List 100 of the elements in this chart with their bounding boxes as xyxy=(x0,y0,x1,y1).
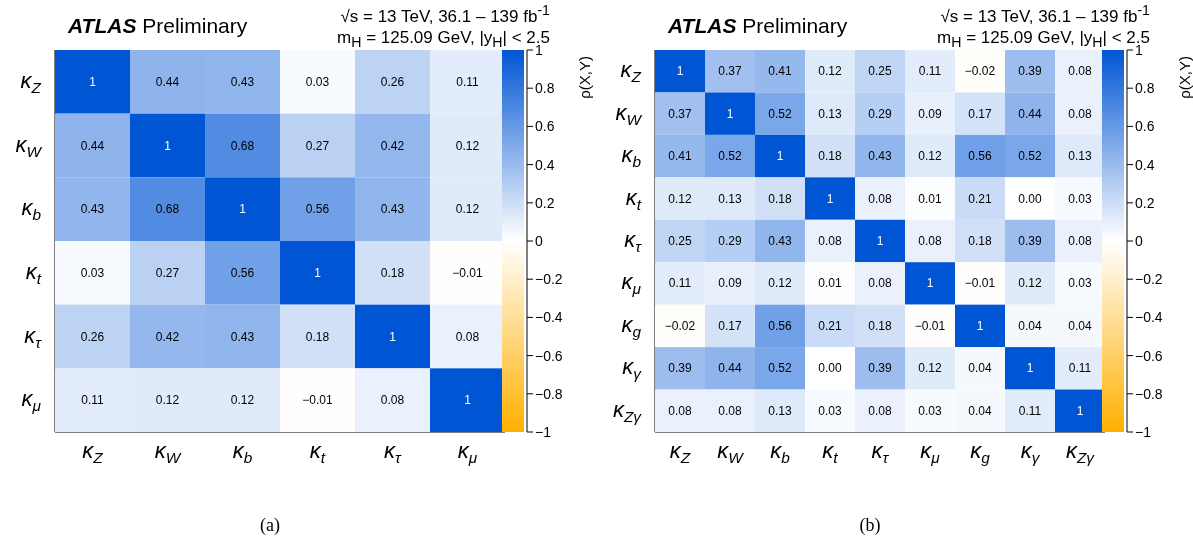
data-label: 0.12 xyxy=(768,276,792,291)
data-label: 0.29 xyxy=(868,106,892,121)
data-label: 0.37 xyxy=(718,64,742,79)
data-label: 0.39 xyxy=(868,361,892,376)
data-label: 0.01 xyxy=(818,276,842,291)
data-label: 0.12 xyxy=(818,64,842,79)
color-bar-label: 0 xyxy=(1135,232,1143,249)
y-tick-label: κ$_{b}$ xyxy=(621,142,642,170)
data-label: 0.56 xyxy=(968,149,992,164)
x-tick-label: κ$_{t}$ xyxy=(309,438,326,466)
color-bar-label: −1 xyxy=(535,423,552,440)
x-tick-label: κ$_{μ}$ xyxy=(457,438,478,466)
data-label: −0.01 xyxy=(302,393,333,408)
color-bar-label: 0.8 xyxy=(535,80,555,97)
color-bar-label: −0.4 xyxy=(535,309,563,326)
data-label: −0.01 xyxy=(914,318,946,333)
data-label: 0.44 xyxy=(80,138,105,153)
data-label: 0.04 xyxy=(968,361,992,376)
data-label: 0.08 xyxy=(455,329,480,344)
y-tick-label: κ$_{W}$ xyxy=(615,99,643,128)
x-tick-label: κ$_{b}$ xyxy=(232,438,253,466)
data-label: 0.18 xyxy=(968,234,992,248)
data-label: 0.08 xyxy=(868,276,892,291)
data-label: −0.01 xyxy=(452,265,483,280)
data-label: 0.44 xyxy=(155,74,180,89)
data-label: 1 xyxy=(89,74,97,89)
data-label: 0.68 xyxy=(230,138,255,153)
data-label: 0.08 xyxy=(868,403,892,418)
data-label: 0.04 xyxy=(1068,318,1092,333)
data-label: 0.41 xyxy=(768,64,792,79)
data-label: 0.12 xyxy=(918,361,942,376)
data-label: 0.11 xyxy=(1018,403,1042,418)
data-label: 0.56 xyxy=(305,202,330,217)
data-label: 0.21 xyxy=(818,318,842,333)
data-label: 1 xyxy=(726,106,734,121)
data-label: 0.13 xyxy=(818,106,842,121)
color-bar-label: −1 xyxy=(1135,423,1152,440)
color-bar-label: −0.2 xyxy=(1135,271,1163,288)
y-tick-label: κ$_{Z}$ xyxy=(620,57,642,85)
data-label: 0.43 xyxy=(230,329,255,344)
data-label: 0.37 xyxy=(668,106,692,121)
data-label: 0.08 xyxy=(868,191,892,206)
data-label: 0.08 xyxy=(1068,234,1092,248)
y-tick-label: κ$_{t}$ xyxy=(25,258,42,287)
y-tick-label: κ$_{μ}$ xyxy=(21,386,42,414)
color-bar-label: 0.6 xyxy=(1135,118,1155,135)
data-label: 0.21 xyxy=(968,191,992,206)
data-label: 0.43 xyxy=(380,202,405,217)
color-bar-label: −0.2 xyxy=(535,271,563,288)
x-tick-label: κ$_{Z}$ xyxy=(82,438,104,466)
data-label: 1 xyxy=(1076,403,1084,418)
y-tick-label: κ$_{Z}$ xyxy=(20,67,42,96)
data-label: 0.13 xyxy=(768,403,792,418)
data-label: 0.17 xyxy=(968,106,992,121)
x-tick-label: κ$_{μ}$ xyxy=(920,438,941,466)
data-label: 0.00 xyxy=(818,361,842,376)
x-tick-label: κ$_{W}$ xyxy=(717,438,745,466)
data-label: 0.44 xyxy=(1018,106,1042,121)
data-label: 0.43 xyxy=(768,234,792,248)
data-label: 0.08 xyxy=(718,403,742,418)
data-label: 1 xyxy=(826,191,834,206)
data-label: 0.26 xyxy=(380,74,405,89)
data-label: 1 xyxy=(464,393,472,408)
y-tick-label: κ$_{t}$ xyxy=(625,184,642,213)
color-bar-label: −0.6 xyxy=(1135,347,1163,364)
data-label: −0.02 xyxy=(964,64,996,79)
color-bar-title: ρ(X,Y) xyxy=(576,56,593,99)
x-tick-label: κ$_{b}$ xyxy=(770,438,791,466)
data-label: 0.12 xyxy=(668,191,692,206)
data-label: 0.42 xyxy=(380,138,405,153)
x-tick-label: κ$_{τ}$ xyxy=(384,438,403,466)
data-label: 0.04 xyxy=(1018,318,1042,333)
data-label: 1 xyxy=(314,265,322,280)
text: (b) xyxy=(859,515,881,535)
y-tick-label: κ$_{W}$ xyxy=(15,131,43,159)
x-tick-label: κ$_{t}$ xyxy=(822,438,839,466)
data-label: 0.26 xyxy=(80,329,105,344)
data-label: 1 xyxy=(164,138,172,153)
data-label: 0.09 xyxy=(918,106,942,121)
data-label: 0.18 xyxy=(380,265,405,280)
data-label: 0.00 xyxy=(1018,191,1042,206)
data-label: 0.27 xyxy=(155,265,180,280)
data-label: 1 xyxy=(976,318,984,333)
data-label: 0.12 xyxy=(455,202,480,217)
chart-title: ATLAS Preliminary xyxy=(68,14,248,37)
data-label: 0.56 xyxy=(230,265,255,280)
color-bar-label: 0.2 xyxy=(535,194,555,211)
data-label: 1 xyxy=(876,234,884,248)
data-label: 0.44 xyxy=(718,361,742,376)
data-label: 0.11 xyxy=(1068,361,1092,376)
data-label: 0.41 xyxy=(668,149,692,164)
data-label: 0.11 xyxy=(668,276,692,291)
data-label: 0.01 xyxy=(918,191,942,206)
data-label: 0.52 xyxy=(1018,149,1042,164)
data-label: 1 xyxy=(239,202,247,217)
data-label: 0.03 xyxy=(818,403,842,418)
data-label: 1 xyxy=(676,64,684,79)
data-label: −0.02 xyxy=(664,318,696,333)
data-label: 1 xyxy=(389,329,397,344)
x-tick-label: κ$_{W}$ xyxy=(154,438,182,466)
